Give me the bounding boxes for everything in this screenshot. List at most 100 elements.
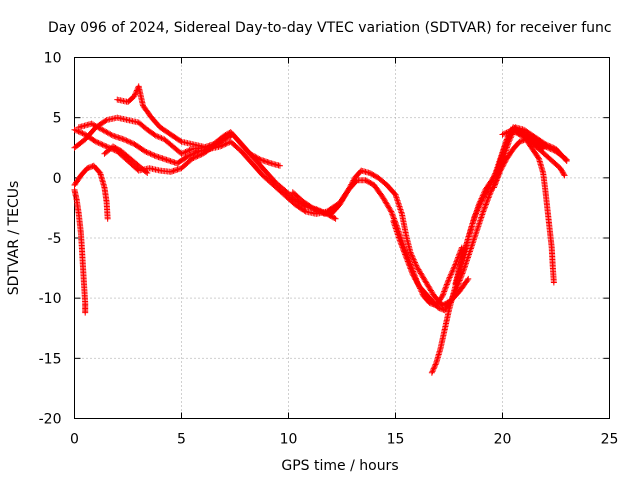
data-point-fill (408, 268, 415, 275)
data-point-fill (500, 160, 507, 167)
data-point-fill (454, 255, 461, 262)
data-point-fill (389, 212, 396, 219)
data-point-fill (431, 364, 438, 371)
data-point-fill (127, 139, 134, 146)
data-point-fill (185, 147, 192, 154)
data-point-fill (126, 138, 133, 145)
y-tick-label: 10 (44, 51, 62, 67)
data-point-fill (399, 244, 406, 251)
data-point-fill (560, 171, 567, 178)
data-point-fill (403, 255, 410, 262)
data-point-fill (522, 132, 529, 139)
data-point-fill (155, 133, 162, 140)
data-point-fill (443, 281, 450, 288)
data-point (510, 126, 517, 133)
data-point-fill (76, 129, 83, 136)
x-tick-label: 0 (70, 432, 79, 448)
data-point-fill (438, 293, 445, 300)
data-point (403, 254, 410, 261)
data-point-fill (399, 245, 406, 252)
data-point-fill (449, 268, 456, 275)
data-point-fill (190, 150, 197, 157)
data-point-fill (481, 188, 488, 195)
data-point-fill (514, 128, 521, 135)
y-axis-tick-labels: -20 -15 -10 -5 0 5 10 (39, 51, 62, 428)
data-point-fill (550, 147, 557, 154)
data-point-fill (400, 247, 407, 254)
data-point-fill (441, 287, 448, 294)
data-point-fill (409, 253, 416, 260)
data-point-fill (144, 149, 151, 156)
data-point-fill (187, 151, 194, 158)
data-point-fill (453, 258, 460, 265)
data-point (144, 170, 151, 177)
data-point-fill (504, 129, 511, 136)
data-point-fill (562, 155, 569, 162)
data-point-fill (452, 260, 459, 267)
data-point-fill (146, 150, 153, 157)
data-point-fill (485, 194, 492, 201)
x-axis-tick-labels: 0 5 10 15 20 25 (70, 432, 618, 448)
data-point-fill (74, 127, 81, 134)
data-point (332, 215, 339, 222)
data-point-fill (443, 282, 450, 289)
data-point-fill (312, 206, 319, 213)
data-point-fill (80, 130, 87, 137)
y-tick-label: -20 (39, 412, 62, 428)
data-point-fill (102, 117, 109, 124)
data-point (499, 131, 506, 138)
data-point-fill (528, 135, 535, 142)
data-point-fill (541, 142, 548, 149)
data-point-fill (128, 139, 135, 146)
data-point (131, 93, 138, 100)
data-point-fill (410, 272, 417, 279)
data-point-fill (407, 265, 414, 272)
data-point-fill (191, 150, 198, 157)
data-point (71, 126, 78, 133)
data-point-fill (502, 158, 509, 165)
data-point-fill (449, 267, 456, 274)
data-point-fill (186, 147, 193, 154)
data-point (321, 210, 328, 217)
data-point (475, 201, 482, 208)
data-point-fill (124, 138, 131, 145)
data-point-fill (414, 280, 421, 287)
data-point-fill (481, 205, 488, 212)
data-point-fill (482, 202, 489, 209)
data-point (439, 292, 446, 299)
data-point-fill (404, 258, 411, 265)
data-point-fill (100, 142, 107, 149)
data-point-fill (223, 140, 230, 147)
data-point-fill (502, 140, 509, 147)
data-point-fill (412, 276, 419, 283)
data-point-fill (148, 151, 155, 158)
data-point-fill (516, 129, 523, 136)
data-point-fill (500, 162, 507, 169)
data-point-fill (451, 262, 458, 269)
data-point (178, 150, 185, 157)
data-point-fill (483, 200, 490, 207)
data-point-fill (458, 246, 465, 253)
data-point-fill (406, 264, 413, 271)
data-point-fill (122, 136, 129, 143)
data-point-fill (108, 131, 115, 138)
data-point-fill (498, 164, 505, 171)
data-point-fill (477, 198, 484, 205)
data-point-fill (222, 141, 229, 148)
data-point-fill (482, 201, 489, 208)
data-point-fill (319, 209, 326, 216)
data-point-fill (499, 163, 506, 170)
data-point-fill (502, 130, 509, 137)
data-point-fill (405, 261, 412, 268)
y-axis-title: SDTVAR / TECUs (6, 181, 22, 296)
data-point-fill (493, 178, 500, 185)
data-point-fill (408, 252, 415, 259)
data-point-fill (448, 270, 455, 277)
data-point-fill (411, 259, 418, 266)
data-point-fill (316, 208, 323, 215)
data-point (311, 206, 318, 213)
data-point-fill (78, 129, 85, 136)
data-point-fill (495, 171, 502, 178)
data-point-fill (430, 367, 437, 374)
